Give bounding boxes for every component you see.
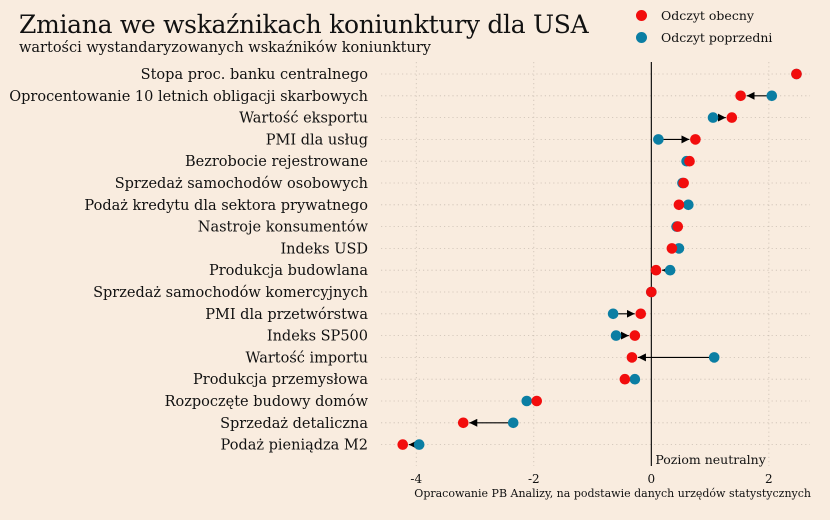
- marker-current: [726, 112, 738, 123]
- legend-item-current: Odczyt obecny: [636, 4, 772, 26]
- legend-marker-previous: [636, 31, 647, 43]
- marker-current: [619, 373, 631, 385]
- marker-previous: [664, 264, 676, 276]
- legend: Odczyt obecny Odczyt poprzedni: [636, 4, 772, 48]
- category-label: Wartość importu: [246, 350, 368, 366]
- marker-previous: [521, 395, 533, 407]
- category-label: Sprzedaż detaliczna: [220, 416, 368, 432]
- neutral-line-label: Poziom neutralny: [655, 452, 766, 467]
- marker-current: [690, 134, 701, 145]
- marker-current: [629, 330, 641, 341]
- x-tick-label: -2: [528, 472, 540, 486]
- category-label: Stopa proc. banku centralnego: [141, 67, 368, 83]
- marker-previous: [766, 90, 778, 102]
- marker-previous: [610, 330, 622, 341]
- category-label: Nastroje konsumentów: [198, 220, 369, 236]
- category-label: Bezrobocie rejestrowane: [185, 154, 368, 170]
- marker-current: [735, 90, 746, 102]
- marker-previous: [607, 308, 619, 320]
- marker-current: [791, 68, 802, 80]
- marker-previous: [413, 439, 425, 450]
- marker-current: [650, 264, 662, 276]
- category-label: Wartość eksportu: [239, 111, 368, 127]
- marker-current: [672, 221, 684, 232]
- marker-previous: [507, 417, 519, 429]
- marker-previous: [707, 112, 719, 123]
- category-label: Indeks SP500: [267, 329, 368, 345]
- marker-previous: [653, 134, 664, 145]
- category-label: Produkcja przemysłowa: [193, 372, 368, 388]
- category-label: Rozpoczęte budowy domów: [165, 394, 369, 410]
- category-label: Indeks USD: [280, 241, 368, 257]
- marker-current: [626, 352, 638, 363]
- marker-current: [646, 286, 657, 298]
- category-label: Oprocentowanie 10 letnich obligacji skar…: [9, 89, 368, 105]
- category-label: PMI dla przetwórstwa: [205, 307, 368, 323]
- category-label: Produkcja budowlana: [209, 263, 368, 279]
- legend-marker-current: [636, 9, 647, 21]
- x-tick-label: 2: [765, 472, 773, 486]
- marker-current: [666, 243, 678, 254]
- legend-label-current: Odczyt obecny: [661, 7, 754, 23]
- category-label: Sprzedaż samochodów osobowych: [115, 176, 368, 192]
- legend-item-previous: Odczyt poprzedni: [636, 26, 772, 48]
- marker-previous: [683, 199, 694, 211]
- marker-current: [678, 177, 689, 189]
- x-tick-label: 0: [648, 472, 656, 486]
- marker-current: [684, 155, 695, 167]
- category-label: Podaż kredytu dla sektora prywatnego: [84, 198, 368, 214]
- marker-previous: [708, 352, 720, 363]
- marker-current: [635, 308, 647, 320]
- legend-label-previous: Odczyt poprzedni: [661, 29, 773, 45]
- category-label: Podaż pieniądza M2: [221, 438, 368, 454]
- chart-title: Zmiana we wskaźnikach koniunktury dla US…: [19, 10, 589, 39]
- marker-current: [531, 395, 543, 407]
- marker-current: [397, 439, 409, 450]
- marker-current: [457, 417, 469, 429]
- category-label: Sprzedaż samochodów komercyjnych: [93, 285, 368, 301]
- chart-subtitle: wartości wystandaryzowanych wskaźników k…: [19, 40, 431, 56]
- x-tick-label: -4: [410, 472, 422, 486]
- category-label: PMI dla usług: [266, 132, 368, 148]
- marker-previous: [629, 373, 641, 385]
- source-caption: Opracowanie PB Analizy, na podstawie dan…: [414, 487, 811, 500]
- marker-current: [673, 199, 685, 211]
